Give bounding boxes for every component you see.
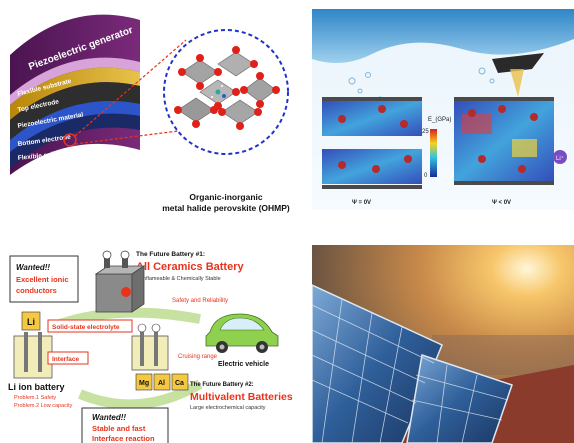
psi-left: Ψ = 0V [352, 200, 371, 206]
future2-sub: Large electrochemical capacity [190, 405, 266, 411]
ceramic-battery-icon [94, 250, 146, 313]
future1-title: All Ceramics Battery [136, 261, 244, 273]
piezo-figure: Piezoelectric generator Flexible substra… [0, 0, 298, 222]
solar-panels [312, 284, 513, 443]
li-battery-label: Li ion battery [8, 382, 65, 392]
element-mg: Mg [139, 380, 149, 387]
future1-sub: Nonflameable & Chemically Stable [136, 276, 221, 282]
scale-label: E_(GPa) [428, 117, 451, 123]
ev-label: Electric vehicle [218, 361, 269, 368]
future2-title: Multivalent Batteries [190, 391, 293, 403]
scale-max: 25 [422, 129, 429, 135]
psi-right: Ψ < 0V [492, 200, 511, 206]
wanted1-title: Wanted!! [16, 263, 50, 272]
problem2: Problem.2 Low capacity [14, 403, 73, 409]
wanted1-text2: conductors [16, 286, 57, 295]
wanted1-text1: Excellent ionic [16, 275, 69, 284]
element-tiles: Mg Al Ca [135, 373, 189, 391]
stress-map-figure: E_(GPa) 25 0 Li⁺ Ψ = 0V Ψ < 0V [312, 9, 574, 210]
caption-line2: metal halide perovskite (OHMP) [162, 203, 290, 213]
wanted-box-2 [81, 407, 169, 443]
problem1: Problem.1 Safety [14, 395, 56, 401]
li-symbol: Li [27, 317, 35, 327]
battery-infographic: Wanted!! Excellent ionic conductors The … [0, 244, 298, 443]
element-al: Al [158, 380, 165, 387]
solar-panel-photo [312, 245, 574, 443]
scale-min: 0 [424, 173, 428, 179]
cruising-label: Cruising range [178, 354, 218, 360]
element-ca: Ca [175, 380, 184, 387]
li-beaker-icon [13, 332, 53, 379]
interface-label: Interface [52, 356, 79, 363]
car-icon [205, 313, 279, 353]
wanted2-text1: Stable and fast [92, 424, 146, 433]
multivalent-beaker-icon [131, 323, 169, 371]
solid-state-label: Solid-state electrolyte [52, 324, 120, 331]
li-element-tile [21, 311, 41, 331]
safety-label: Safety and Reliability [172, 298, 228, 304]
caption-line1: Organic-inorganic [189, 192, 262, 202]
interface-box [47, 351, 89, 365]
li-ion-label: Li⁺ [556, 155, 564, 162]
wanted-box-1 [9, 255, 79, 303]
colorbar [430, 129, 437, 177]
wanted2-text2: Interface reaction [92, 434, 155, 443]
wanted2-title: Wanted!! [92, 413, 126, 422]
future2-header: The Future Battery #2: [190, 382, 254, 388]
solid-state-box [47, 319, 133, 333]
future1-header: The Future Battery #1: [136, 251, 205, 258]
